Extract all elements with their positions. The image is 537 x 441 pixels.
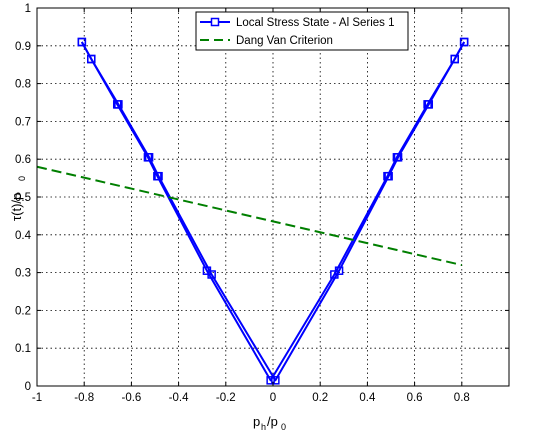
x-tick-label: 0.4	[359, 392, 376, 404]
y-tick-label: 0.6	[15, 154, 31, 166]
x-tick-label: -0.6	[121, 392, 141, 404]
y-tick-label: 0.3	[15, 268, 31, 280]
y-tick-label: 0.7	[15, 116, 31, 128]
legend-item-dang-van-criterion: Dang Van Criterion	[200, 35, 333, 47]
series-layer	[36, 37, 469, 385]
x-tick-label: 0.2	[312, 392, 328, 404]
data-point-marker	[77, 37, 87, 47]
y-tick-label: 0.8	[15, 79, 31, 91]
legend-item-local-stress-state: Local Stress State - Al Series 1	[200, 17, 395, 29]
legend-marker-square	[210, 17, 220, 27]
y-axis-label-main: τ(t)/p	[9, 193, 24, 221]
y-tick-label: 0.4	[15, 230, 32, 242]
legend-label-dang-van-criterion: Dang Van Criterion	[236, 35, 333, 47]
y-axis-label: τ(t)/p 0	[9, 176, 27, 221]
x-axis-label-sub1: h	[261, 422, 266, 432]
legend-label-local-stress-state: Local Stress State - Al Series 1	[236, 17, 395, 29]
x-tick-label: -1	[32, 392, 42, 404]
axis-ticks: -1 -0.8 -0.6 -0.4 -0.2 0 0.2 0.4 0.6 0.8 0 0.1 0.2 0.…	[15, 3, 510, 404]
data-point-marker	[384, 171, 393, 181]
x-tick-label: -0.8	[74, 392, 94, 404]
series-0	[77, 37, 469, 385]
data-point-marker	[271, 376, 280, 385]
y-tick-label: 0.9	[15, 41, 31, 53]
y-tick-label: 0.1	[15, 343, 31, 355]
stress-state-line	[80, 41, 466, 382]
data-point-marker	[154, 171, 163, 181]
x-axis-label-main: p	[253, 414, 260, 429]
x-tick-label: 0.6	[407, 392, 423, 404]
x-tick-label: 0	[270, 392, 276, 404]
x-axis-label-sub2: 0	[281, 422, 286, 432]
data-point-marker	[334, 266, 344, 275]
data-point-marker	[114, 100, 123, 109]
x-tick-label: -0.2	[216, 392, 236, 404]
y-axis-label-sub: 0	[17, 176, 27, 181]
legend-box	[195, 11, 409, 51]
data-point-marker	[266, 376, 275, 385]
x-axis-label-main2: /p	[267, 414, 278, 429]
x-tick-label: 0.8	[454, 392, 470, 404]
data-point-marker	[450, 54, 459, 64]
data-point-marker	[393, 153, 403, 162]
series-1	[36, 165, 463, 267]
grid-lines	[37, 8, 509, 386]
dang-van-line	[36, 165, 463, 267]
data-point-marker	[87, 54, 96, 64]
data-point-marker	[424, 100, 434, 109]
data-point-marker	[144, 153, 154, 162]
y-tick-label: 0	[25, 381, 31, 393]
x-axis-label: p h /p 0	[253, 414, 286, 432]
data-point-marker	[207, 270, 216, 279]
y-tick-label: 0.5	[15, 192, 31, 204]
legend: Local Stress State - Al Series 1 Dang Va…	[195, 11, 409, 51]
stress-state-line	[80, 41, 466, 382]
x-tick-label: -0.4	[169, 392, 189, 404]
y-tick-label: 1	[25, 3, 31, 15]
y-tick-label: 0.2	[15, 305, 31, 317]
data-point-marker	[459, 37, 469, 47]
